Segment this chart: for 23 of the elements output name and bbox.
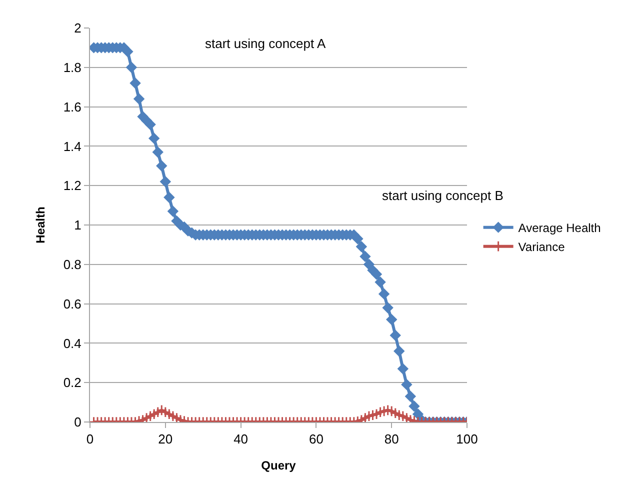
y-tick-label: 0 xyxy=(74,414,82,430)
x-tick-label: 60 xyxy=(308,432,324,447)
x-tick-label: 20 xyxy=(158,432,173,447)
x-axis-title: Query xyxy=(261,458,296,472)
legend-label: Variance xyxy=(518,240,566,254)
annotation: start using concept A xyxy=(205,36,326,51)
x-tick-label: 0 xyxy=(86,432,94,447)
y-tick-label: 1.8 xyxy=(63,60,82,75)
y-tick-label: 1.6 xyxy=(63,99,82,114)
y-tick-label: 0.6 xyxy=(63,296,82,312)
x-tick-label: 80 xyxy=(384,432,399,447)
y-tick-label: 1 xyxy=(74,218,82,233)
y-axis-title: Health xyxy=(34,206,48,244)
y-tick-label: 2 xyxy=(74,20,82,36)
y-tick-label: 0.8 xyxy=(63,256,82,272)
x-tick-label: 100 xyxy=(456,432,478,447)
y-tick-label: 0.4 xyxy=(63,336,82,351)
annotation: start using concept B xyxy=(382,188,504,203)
y-tick-label: 0.2 xyxy=(63,375,82,390)
y-tick-label: 1.4 xyxy=(63,138,82,154)
y-tick-label: 1.2 xyxy=(63,178,82,194)
legend-label: Average Health xyxy=(518,221,601,235)
x-tick-label: 40 xyxy=(234,432,248,447)
